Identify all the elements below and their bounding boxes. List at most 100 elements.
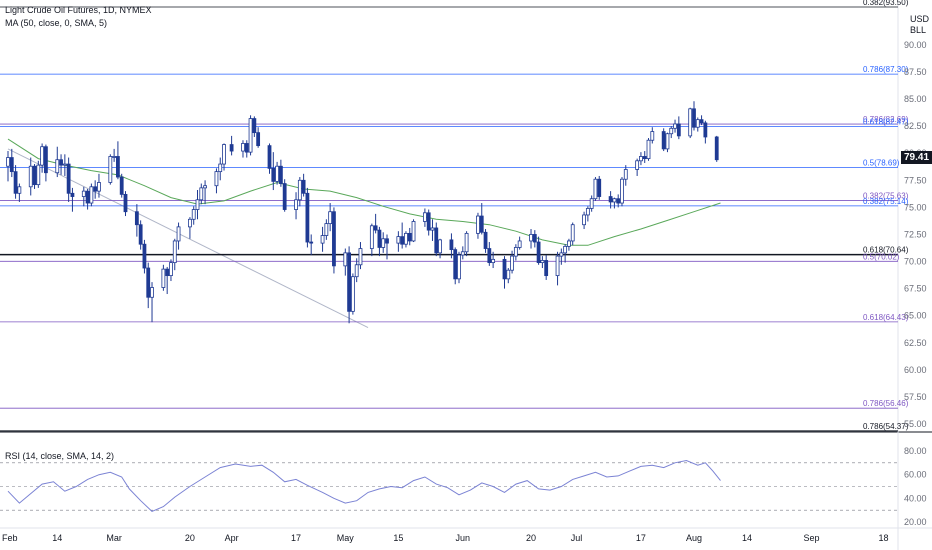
ma-line — [7, 138, 721, 246]
candle-body — [199, 187, 204, 201]
candle-body — [540, 260, 545, 264]
candle-body — [343, 252, 348, 267]
candle-body — [449, 239, 454, 251]
candle-body — [229, 144, 234, 152]
candle-body — [404, 232, 408, 245]
candle-body — [6, 157, 10, 167]
candle-body — [676, 123, 681, 137]
fib-level-label: 0.618(64.43) — [863, 313, 909, 322]
candle-body — [13, 171, 18, 194]
candle-body — [396, 236, 401, 244]
fib-level-label: 0.382(75.63) — [863, 192, 909, 201]
rsi-pane: 80.00 60.00 40.00 20.00 — [0, 446, 927, 527]
candle-body — [695, 119, 700, 128]
fib-level-label: 0.5(78.69) — [863, 158, 900, 167]
candle-body — [585, 208, 590, 216]
candle-body — [89, 186, 94, 204]
candle-body — [244, 143, 249, 153]
price-tick-label: 87.50 — [904, 67, 927, 77]
candle-body — [134, 211, 139, 226]
candle-body — [491, 258, 496, 264]
time-tick-label: 17 — [636, 533, 646, 543]
price-tick-label: 72.50 — [904, 229, 927, 239]
candle-body — [40, 146, 45, 166]
candle-body — [203, 185, 207, 189]
candle-body — [9, 157, 14, 173]
time-tick-label: 14 — [52, 533, 62, 543]
candle-body — [457, 254, 461, 280]
candle-body — [116, 156, 120, 178]
candle-body — [430, 227, 435, 231]
candle-body — [544, 260, 549, 277]
candle-body — [350, 276, 355, 312]
trendline-layer — [7, 148, 369, 329]
candle-body — [44, 146, 48, 174]
price-tick-label: 55.00 — [904, 419, 927, 429]
candle-body — [620, 178, 624, 204]
candle-body — [400, 236, 405, 245]
candle-body — [81, 190, 86, 197]
time-tick-label: Jul — [571, 533, 583, 543]
candle-body — [108, 156, 113, 183]
price-tick-label: 67.50 — [904, 284, 927, 294]
time-tick-label: 18 — [878, 533, 888, 543]
time-tick-label: Jun — [456, 533, 471, 543]
candle-body — [271, 167, 276, 182]
candle-body — [214, 171, 219, 187]
candle-body — [222, 144, 226, 165]
candle-body — [563, 245, 568, 254]
time-tick-label: Aug — [686, 533, 702, 543]
candle-body — [146, 267, 151, 298]
candle-body — [616, 198, 621, 204]
candle-body — [248, 118, 253, 153]
candle-body — [85, 190, 90, 204]
candle-body — [218, 163, 223, 173]
candle-body — [93, 186, 98, 192]
candle-body — [275, 165, 279, 182]
candle-body — [320, 235, 325, 244]
fib-level-label: 0.786(87.30) — [863, 65, 909, 74]
candle-body — [165, 268, 170, 277]
candle-body — [32, 165, 37, 186]
candle-body — [59, 159, 63, 166]
candle-body — [513, 247, 518, 257]
candle-body — [373, 225, 378, 231]
candle-body — [28, 165, 33, 188]
candle-body — [502, 258, 507, 280]
time-tick-label: 17 — [291, 533, 301, 543]
candle-body — [169, 262, 173, 277]
candle-body — [172, 240, 177, 264]
candle-body — [673, 123, 677, 129]
candle-body — [623, 169, 628, 180]
candle-body — [195, 199, 200, 210]
candle-body — [517, 240, 522, 248]
candle-body — [582, 214, 586, 226]
candle-body — [570, 224, 575, 242]
candle-body — [487, 248, 492, 264]
candle-body — [555, 255, 560, 277]
rsi-indicator-label: RSI (14, close, SMA, 14, 2) — [5, 451, 115, 461]
candle-body — [453, 249, 458, 280]
fib-level-label: 0.618(70.64) — [863, 246, 909, 255]
candle-body — [267, 145, 272, 169]
candle-body — [510, 255, 514, 271]
candle-body — [309, 241, 314, 244]
candle-body — [692, 108, 696, 128]
candle-body — [381, 238, 386, 248]
price-tick-label: 85.00 — [904, 94, 927, 104]
candle-body — [176, 226, 181, 242]
price-tick-label: 82.50 — [904, 121, 927, 131]
candle-body — [536, 241, 541, 264]
fib-level-label: 0.786(82.69) — [863, 115, 909, 124]
fib-level-label: 0.618(82.47) — [863, 117, 909, 126]
candle-body — [650, 131, 655, 141]
volume-unit: BLL — [910, 25, 927, 35]
candle-body — [297, 179, 302, 201]
candle-body — [703, 122, 708, 138]
candle-body — [66, 163, 71, 194]
candle-body — [567, 240, 571, 247]
candle-body — [36, 164, 41, 186]
price-tick-label: 62.50 — [904, 338, 927, 348]
